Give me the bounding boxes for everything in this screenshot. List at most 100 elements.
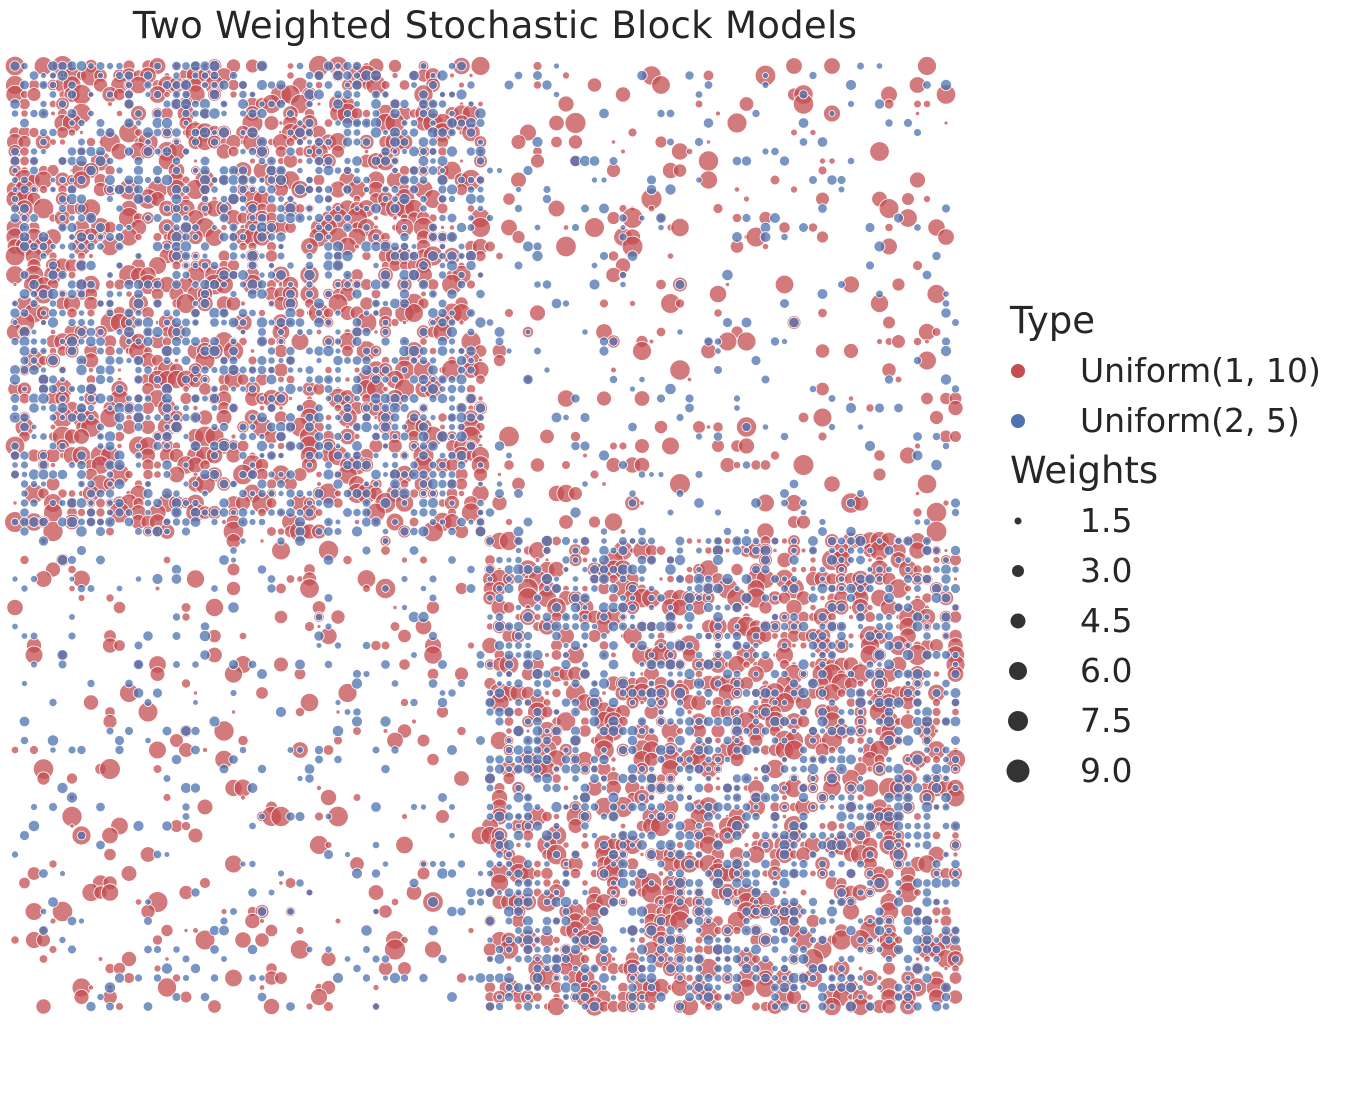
scatter-point [399, 298, 410, 309]
scatter-point [599, 669, 609, 679]
scatter-point [39, 137, 48, 147]
scatter-point [361, 545, 372, 556]
scatter-point [218, 507, 230, 518]
scatter-point [551, 773, 562, 784]
scatter-point [278, 880, 284, 886]
scatter-point [112, 600, 127, 615]
scatter-point [826, 535, 838, 547]
scatter-point [76, 583, 87, 594]
scatter-point [741, 688, 752, 698]
scatter-point [477, 100, 484, 108]
scatter-point [134, 337, 143, 346]
scatter-point [883, 545, 895, 556]
scatter-point [931, 906, 942, 917]
scatter-point [447, 337, 456, 346]
scatter-point [581, 604, 589, 611]
scatter-point [113, 458, 126, 471]
scatter-point [912, 431, 923, 442]
scatter-point [951, 831, 960, 840]
scatter-point [618, 688, 628, 698]
scatter-point [818, 660, 827, 669]
scatter-point [334, 489, 342, 498]
scatter-point [275, 231, 287, 243]
scatter-point [540, 534, 554, 548]
scatter-point [237, 734, 249, 747]
scatter-point [438, 91, 446, 99]
scatter-point [599, 336, 610, 347]
scatter-point [819, 594, 826, 602]
scatter-point [658, 576, 664, 582]
scatter-point [446, 383, 458, 395]
scatter-point [164, 956, 170, 962]
scatter-point [227, 192, 240, 206]
scatter-point [152, 374, 163, 385]
scatter-point [514, 546, 523, 555]
scatter-point [286, 366, 295, 374]
scatter-point [199, 877, 211, 889]
scatter-point [266, 421, 277, 433]
scatter-point [448, 224, 456, 231]
scatter-point [626, 250, 639, 262]
scatter-point [523, 631, 534, 642]
scatter-point [571, 612, 580, 622]
scatter-point [266, 336, 277, 347]
scatter-point [75, 363, 88, 377]
scatter-point [67, 241, 77, 252]
scatter-point [152, 298, 163, 309]
scatter-point [276, 507, 286, 518]
scatter-point [381, 195, 390, 203]
scatter-point [324, 365, 333, 375]
scatter-point [189, 440, 202, 452]
scatter-point [49, 461, 57, 469]
scatter-point [495, 480, 504, 488]
scatter-point [277, 328, 285, 336]
scatter-point [941, 650, 951, 660]
scatter-point [408, 412, 420, 423]
scatter-point [94, 155, 107, 167]
scatter-point [183, 928, 189, 934]
scatter-point [389, 250, 401, 262]
scatter-point [256, 364, 268, 376]
scatter-point [162, 242, 172, 251]
scatter-point [238, 89, 248, 100]
scatter-point [218, 554, 230, 566]
scatter-point [705, 699, 713, 707]
scatter-point [457, 242, 466, 251]
scatter-point [437, 374, 448, 385]
scatter-point [817, 668, 828, 680]
scatter-point [322, 744, 335, 756]
scatter-point [199, 174, 211, 186]
scatter-point [132, 278, 144, 290]
scatter-point [342, 403, 353, 413]
scatter-point [846, 546, 856, 555]
scatter-point [18, 240, 30, 252]
scatter-point [322, 344, 335, 358]
scatter-point [389, 98, 401, 110]
scatter-point [550, 649, 563, 661]
scatter-point [741, 213, 752, 223]
scatter-point [277, 337, 285, 345]
scatter-point [455, 221, 468, 234]
scatter-point [685, 565, 694, 574]
scatter-point [667, 604, 675, 612]
scatter-point [48, 403, 58, 413]
scatter-point [675, 574, 685, 584]
scatter-point [171, 156, 182, 166]
scatter-point [410, 651, 418, 659]
scatter-point [940, 344, 953, 357]
scatter-point [828, 157, 836, 165]
scatter-point [695, 689, 703, 697]
scatter-point [181, 374, 191, 385]
scatter-point [619, 224, 627, 231]
scatter-point [914, 956, 921, 962]
scatter-point [228, 70, 239, 81]
scatter-point [670, 217, 690, 238]
scatter-point [427, 98, 439, 110]
scatter-point [562, 651, 570, 659]
scatter-point [503, 706, 515, 718]
scatter-point [931, 707, 942, 717]
scatter-point [657, 698, 665, 707]
scatter-point [427, 364, 439, 376]
scatter-point [639, 852, 645, 858]
scatter-point [904, 594, 912, 602]
